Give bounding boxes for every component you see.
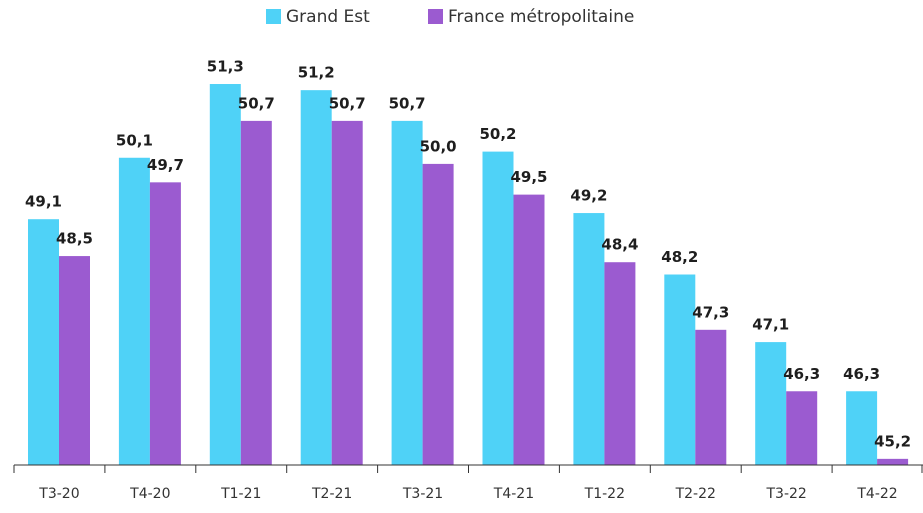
value-label: 46,3: [843, 365, 880, 383]
value-label: 47,1: [752, 316, 789, 334]
x-tick-label: T3-20: [38, 486, 79, 502]
bar: [118, 157, 150, 466]
value-label: 49,7: [147, 156, 184, 174]
bar: [28, 219, 59, 465]
x-tick-label: T2-22: [675, 486, 716, 502]
value-label: 50,1: [116, 131, 153, 149]
value-label: 51,2: [298, 64, 335, 82]
x-tick-label: T1-21: [220, 486, 261, 502]
value-label: 50,2: [479, 125, 516, 143]
bar: [877, 458, 909, 465]
value-label: 46,3: [783, 365, 820, 383]
bar: [513, 194, 545, 466]
value-label: 49,5: [510, 168, 547, 186]
value-label: 49,2: [570, 187, 607, 205]
bar: [240, 120, 272, 465]
x-tick-label: T3-22: [765, 486, 806, 502]
value-label: 51,3: [207, 58, 244, 76]
x-tick-label: T4-20: [129, 486, 170, 502]
x-tick-label: T1-22: [584, 486, 625, 502]
x-tick-label: T2-21: [311, 486, 352, 502]
value-label: 45,2: [874, 432, 911, 450]
bar: [331, 120, 363, 465]
value-label: 47,3: [692, 303, 729, 321]
bar: [391, 120, 423, 465]
bar: [786, 391, 818, 465]
bar: [422, 163, 454, 465]
bar: [664, 274, 696, 465]
bar: [59, 256, 90, 465]
legend-swatch: [428, 9, 443, 24]
value-label: 50,0: [420, 137, 457, 155]
x-tick-label: T4-22: [856, 486, 897, 502]
bar: [300, 90, 332, 465]
bar: [755, 342, 787, 465]
bar: [573, 213, 605, 465]
x-tick-label: T4-21: [493, 486, 534, 502]
value-label: 50,7: [329, 94, 366, 112]
value-label: 48,2: [661, 248, 698, 266]
bar: [695, 329, 727, 465]
legend-label: France métropolitaine: [448, 7, 634, 27]
value-label: 48,5: [56, 230, 93, 248]
bar: [209, 84, 241, 465]
value-label: 48,4: [601, 236, 638, 254]
value-label: 50,7: [238, 94, 275, 112]
legend-swatch: [266, 9, 281, 24]
value-label: 50,7: [389, 94, 426, 112]
x-tick-label: T3-21: [402, 486, 443, 502]
legend-label: Grand Est: [286, 7, 370, 27]
bar: [846, 391, 878, 465]
bar: [149, 182, 181, 466]
bar: [604, 262, 636, 465]
value-label: 49,1: [25, 193, 62, 211]
bar: [482, 151, 514, 465]
